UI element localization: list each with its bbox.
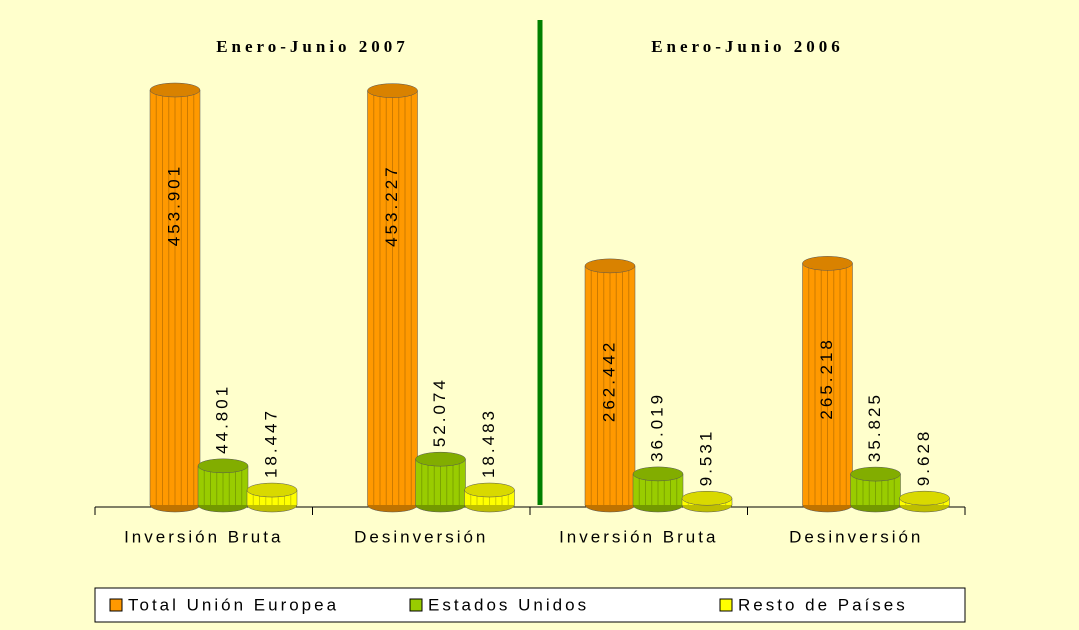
- legend: [94, 587, 966, 623]
- legend-label: Estados Unidos: [428, 595, 589, 614]
- bar-part: [899, 490, 950, 506]
- value-label: 18.483: [479, 408, 498, 478]
- group-title: Enero-Junio 2006: [651, 37, 844, 56]
- x-tick-label: Desinversión: [789, 527, 923, 546]
- x-tick-label: Inversión Bruta: [559, 527, 718, 546]
- bar: [802, 256, 853, 513]
- bar-part: [246, 482, 298, 498]
- bar: [584, 258, 636, 513]
- bar: [415, 451, 466, 513]
- value-label: 36.019: [647, 392, 666, 462]
- legend-label: Resto de Países: [738, 595, 908, 614]
- x-tick-label: Inversión Bruta: [124, 527, 283, 546]
- bar: [197, 458, 249, 513]
- bar: [367, 83, 418, 513]
- bar-part: [584, 258, 636, 274]
- legend-label: Total Unión Europea: [128, 595, 339, 614]
- bar-part: [415, 451, 466, 467]
- bar: [899, 490, 950, 513]
- bar-part: [149, 82, 201, 98]
- value-label: 44.801: [212, 384, 231, 454]
- bar-part: [850, 466, 901, 482]
- bar: [850, 466, 901, 513]
- value-label: 262.442: [599, 340, 618, 422]
- bar-part: [802, 256, 853, 271]
- bar: [632, 466, 684, 513]
- group-title: Enero-Junio 2007: [216, 37, 409, 56]
- legend-swatch: [719, 598, 733, 612]
- value-label: 18.447: [261, 408, 280, 478]
- value-label: 52.074: [430, 377, 449, 447]
- value-label: 35.825: [865, 392, 884, 462]
- value-label: 9.531: [696, 429, 715, 487]
- bar: [464, 482, 515, 513]
- bar-part: [681, 490, 733, 506]
- bar-part: [632, 466, 684, 482]
- bar: [246, 482, 298, 513]
- value-label: 453.901: [164, 164, 183, 246]
- x-tick-label: Desinversión: [354, 527, 488, 546]
- bar-part: [197, 458, 249, 474]
- value-label: 453.227: [382, 164, 401, 246]
- bar: [681, 490, 733, 513]
- value-label: 265.218: [817, 337, 836, 419]
- legend-swatch: [109, 598, 123, 612]
- bar-part: [367, 83, 418, 98]
- legend-swatch: [409, 598, 423, 612]
- value-label: 9.628: [914, 429, 933, 487]
- bar-part: [464, 482, 515, 498]
- bar: [149, 82, 201, 513]
